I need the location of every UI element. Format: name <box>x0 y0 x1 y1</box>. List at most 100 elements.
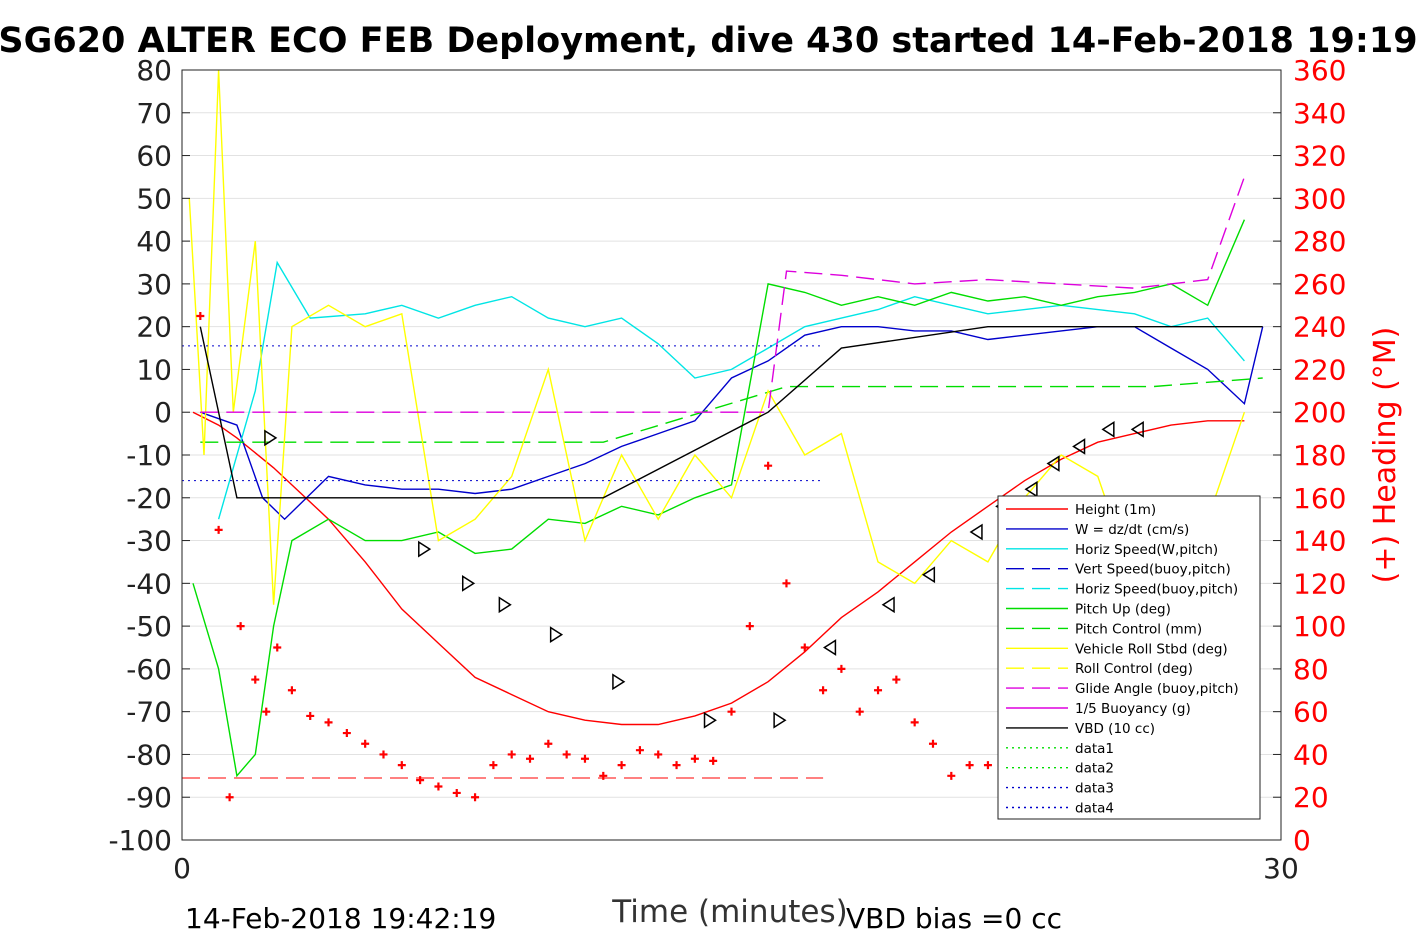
heading-point <box>599 771 608 780</box>
heading-point <box>635 746 644 755</box>
legend-label: data4 <box>1075 801 1114 817</box>
right-tick-label: 200 <box>1293 396 1346 429</box>
heading-point <box>910 718 919 727</box>
series-line-pitch-control-mm <box>200 377 1263 443</box>
heading-point <box>782 579 791 588</box>
dive-marker <box>418 540 432 558</box>
left-tick-label: 80 <box>136 54 172 87</box>
heading-point <box>819 686 828 695</box>
left-tick-label: -50 <box>126 610 172 643</box>
right-tick-label: 320 <box>1293 140 1346 173</box>
heading-point <box>236 622 245 631</box>
left-axis: 80 70 60 50 40 30 20 10 0 -10 -20 -30 -40 -50 -60 -70 -8… <box>108 54 190 857</box>
legend-label: Horiz Speed(buoy,pitch) <box>1075 582 1238 598</box>
right-tick-label: 340 <box>1293 97 1346 130</box>
left-tick-label: 50 <box>136 182 172 215</box>
heading-point <box>526 754 535 763</box>
heading-point <box>800 643 809 652</box>
right-tick-label: 120 <box>1293 567 1346 600</box>
legend-label: data2 <box>1075 761 1114 777</box>
right-tick-label: 60 <box>1293 696 1329 729</box>
heading-point <box>544 739 553 748</box>
heading-point <box>416 776 425 785</box>
heading-point <box>196 311 205 320</box>
right-tick-label: 180 <box>1293 439 1346 472</box>
chart-title: SG620 ALTER ECO FEB Deployment, dive 430… <box>0 21 1417 61</box>
legend-label: data3 <box>1075 781 1114 797</box>
dive-marker <box>703 711 717 729</box>
right-axis: 3603403203002802602402202001801601401201… <box>1273 54 1346 857</box>
heading-point <box>965 761 974 770</box>
dive-marker <box>461 574 476 592</box>
heading-point <box>709 756 718 765</box>
dive-marker <box>773 711 787 729</box>
legend-label: Pitch Control (mm) <box>1075 621 1202 637</box>
left-tick-label: 70 <box>136 97 172 130</box>
heading-point <box>434 782 443 791</box>
dive-marker <box>264 429 278 447</box>
left-tick-label: -80 <box>126 738 172 771</box>
x-tick-label: 0 <box>173 852 191 885</box>
series-layer <box>182 69 1264 779</box>
right-tick-label: 0 <box>1293 824 1311 857</box>
heading-point <box>287 686 296 695</box>
x-axis-label: Time (minutes) <box>611 894 847 930</box>
heading-point <box>690 754 699 763</box>
heading-point <box>361 739 370 748</box>
heading-point <box>471 793 480 802</box>
legend-label: Glide Angle (buoy,pitch) <box>1075 681 1239 697</box>
left-tick-label: 20 <box>136 311 172 344</box>
left-tick-label: 10 <box>136 353 172 386</box>
dive-marker <box>1101 420 1115 438</box>
left-tick-label: 30 <box>136 268 172 301</box>
heading-point <box>379 750 388 759</box>
heading-point <box>837 664 846 673</box>
left-tick-label: -90 <box>126 781 172 814</box>
legend-label: Vert Speed(buoy,pitch) <box>1075 562 1231 578</box>
heading-point <box>262 707 271 716</box>
series-line-vbd-10-cc <box>199 326 1263 499</box>
left-tick-label: -60 <box>126 653 172 686</box>
left-tick-label: -30 <box>126 525 172 558</box>
dive-marker <box>1072 438 1086 455</box>
x-tick-label: 30 <box>1263 852 1299 885</box>
left-tick-label: -20 <box>126 482 172 515</box>
heading-point <box>397 761 406 770</box>
right-tick-label: 40 <box>1293 738 1329 771</box>
heading-point <box>928 739 937 748</box>
heading-point <box>764 461 773 470</box>
heading-point <box>507 750 516 759</box>
legend-label: Height (1m) <box>1075 502 1156 518</box>
heading-point <box>727 707 736 716</box>
heading-point <box>214 525 223 534</box>
legend-label: VBD (10 cc) <box>1075 721 1155 737</box>
heading-point <box>306 711 315 720</box>
heading-point <box>617 761 626 770</box>
heading-point <box>342 729 351 738</box>
series-line-vehicle-roll-stbd-deg <box>188 69 1246 605</box>
dive-marker <box>549 626 564 644</box>
footer-vbd-bias: VBD bias =0 cc <box>846 902 1062 935</box>
heading-point <box>225 793 234 802</box>
heading-point <box>489 761 498 770</box>
dive-marker <box>823 639 837 656</box>
series-line-w-dz-dt-cm-s <box>200 326 1264 521</box>
right-tick-label: 280 <box>1293 225 1346 258</box>
legend-label: Vehicle Roll Stbd (deg) <box>1075 641 1228 657</box>
legend-box <box>997 495 1261 820</box>
heading-point <box>892 675 901 684</box>
right-tick-label: 80 <box>1293 653 1329 686</box>
heading-point <box>672 761 681 770</box>
heading-point <box>654 750 663 759</box>
heading-point <box>855 707 864 716</box>
footer-timestamp: 14-Feb-2018 19:42:19 <box>185 902 496 935</box>
legend-label: data1 <box>1075 741 1114 757</box>
right-tick-label: 260 <box>1293 268 1346 301</box>
legend: Height (1m) W = dz/dt (cm/s) Horiz Speed(W… <box>997 495 1261 820</box>
series-line-height-1m <box>192 411 1245 726</box>
dive-marker <box>498 596 512 614</box>
dive-marker <box>881 596 895 614</box>
left-tick-label: -70 <box>126 696 172 729</box>
heading-point <box>452 788 461 797</box>
